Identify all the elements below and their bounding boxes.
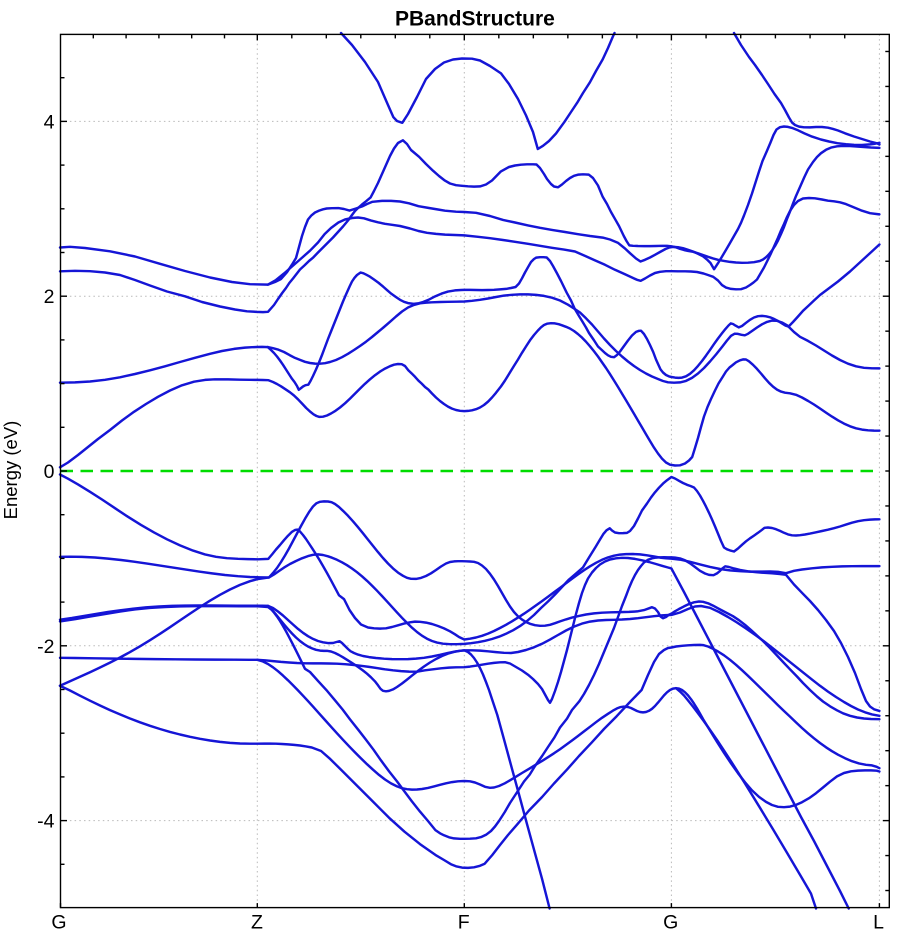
svg-text:G: G (51, 912, 66, 934)
svg-text:PBandStructure: PBandStructure (395, 8, 555, 31)
svg-text:4: 4 (44, 111, 55, 133)
svg-text:Z: Z (251, 912, 263, 934)
svg-text:2: 2 (44, 286, 55, 308)
svg-text:G: G (663, 912, 678, 934)
svg-text:L: L (873, 912, 884, 934)
svg-text:Energy (eV): Energy (eV) (0, 421, 21, 520)
svg-text:0: 0 (44, 461, 55, 483)
svg-text:-2: -2 (37, 636, 54, 658)
svg-text:F: F (458, 912, 470, 934)
svg-text:-4: -4 (37, 811, 54, 833)
